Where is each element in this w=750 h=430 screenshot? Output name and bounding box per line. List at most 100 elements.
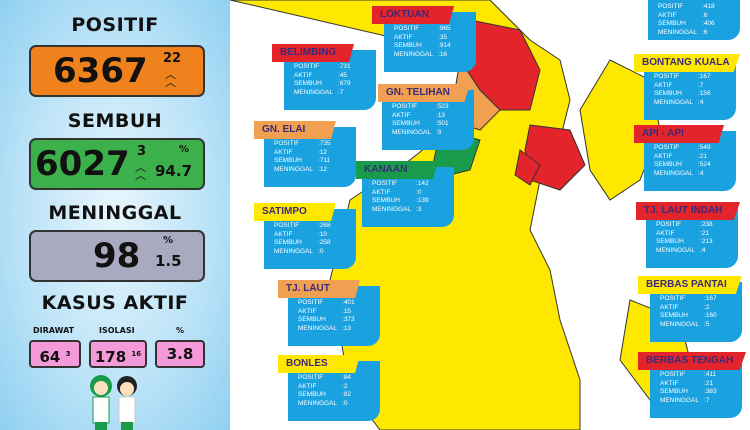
sembuh-percent: 94.7 (155, 162, 193, 180)
positif-value: 6367 (53, 51, 148, 91)
stat-label: POSITIF (298, 374, 324, 381)
stat-row-meninggal: MENINGGAL: 0 (274, 247, 324, 255)
stat-label: MENINGGAL (274, 165, 314, 173)
sembuh-value: 6027 (35, 144, 130, 184)
region-label: BERBAS PANTAI (638, 276, 742, 294)
stat-label: SEMBUH (298, 391, 326, 398)
dirawat-box: 64 3 (29, 340, 81, 368)
isolasi-value: 178 (94, 348, 127, 366)
stat-label: SEMBUH (660, 312, 688, 319)
sembuh-box: 6027 3 ︿ ︿ % 94.7 (29, 138, 205, 190)
region-label: KANAAN (356, 161, 438, 179)
region-label: BELIMBING (272, 44, 354, 62)
stat-label: MENINGGAL (294, 88, 334, 96)
stat-row-aktif: AKTIF: 6 (658, 11, 708, 19)
stat-row-meninggal: MENINGGAL: 0 (298, 399, 348, 407)
sembuh-increase: 3 (137, 144, 147, 159)
stat-label: AKTIF (298, 382, 317, 390)
stat-row-positif: POSITIF: 523 (392, 103, 449, 110)
sembuh-heading: SEMBUH (67, 110, 163, 132)
stat-value: 6 (703, 11, 708, 19)
region-label: TJ. LAUT (278, 280, 360, 298)
stat-value: 10 (319, 230, 328, 238)
stat-label: AKTIF (654, 81, 673, 89)
region-label: TJ. LAUT INDAH (636, 202, 740, 220)
stat-label: POSITIF (654, 73, 680, 80)
stat-row-positif: POSITIF: 411 (660, 371, 717, 378)
stat-label: MENINGGAL (656, 246, 696, 254)
stat-value: 35 (439, 33, 448, 41)
stat-label: POSITIF (660, 295, 686, 302)
positif-heading: POSITIF (71, 14, 159, 36)
stat-row-positif: POSITIF: 142 (372, 180, 429, 187)
stat-row-sembuh: SEMBUH: 258 (274, 239, 331, 246)
stat-row-aktif: AKTIF: 0 (372, 188, 422, 196)
stat-value: 401 (343, 299, 355, 306)
stat-row-sembuh: SEMBUH: 156 (654, 90, 711, 97)
stat-value: 12 (319, 165, 328, 173)
stat-row-sembuh: SEMBUH: 82 (298, 391, 352, 398)
stat-row-positif: POSITIF: 418 (658, 3, 715, 10)
stat-value: 13 (343, 324, 352, 332)
dirawat-label: DIRAWAT (33, 326, 75, 335)
stat-row-meninggal: MENINGGAL: 13 (298, 324, 352, 332)
stat-row-positif: POSITIF: 167 (654, 73, 711, 80)
stat-row-sembuh: SEMBUH: 139 (372, 197, 429, 204)
stat-label: AKTIF (294, 71, 313, 79)
dirawat-increase: 3 (65, 350, 71, 358)
stat-value: 501 (437, 120, 449, 127)
stat-value: 4 (701, 246, 706, 254)
meninggal-percent: 1.5 (155, 252, 182, 270)
stat-label: SEMBUH (274, 239, 302, 246)
stat-label: SEMBUH (660, 388, 688, 395)
region-label: BERBAS TENGAH (638, 352, 746, 370)
chevron-up-icon: ︿ ︿ (165, 68, 176, 89)
stat-row-sembuh: SEMBUH: 711 (274, 157, 331, 164)
meninggal-percent-sign: % (163, 235, 174, 246)
region-label: BONLES (278, 355, 360, 373)
region-label: BONTANG KUALA (634, 54, 740, 72)
stat-label: AKTIF (660, 379, 679, 387)
stat-label: AKTIF (274, 148, 293, 156)
stat-label: SEMBUH (658, 20, 686, 27)
stat-label: MENINGGAL (660, 320, 700, 328)
stat-label: POSITIF (658, 3, 684, 10)
stat-value: 7 (705, 396, 710, 404)
stat-value: 21 (705, 379, 714, 387)
stat-value: 965 (439, 25, 451, 32)
stat-row-positif: POSITIF: 549 (654, 144, 711, 151)
stat-label: MENINGGAL (298, 399, 338, 407)
sembuh-percent-sign: % (179, 144, 190, 155)
stat-label: MENINGGAL (654, 98, 694, 106)
stat-value: 21 (699, 152, 708, 160)
stat-row-sembuh: SEMBUH: 213 (656, 238, 713, 245)
stat-label: POSITIF (298, 299, 324, 306)
stat-row-aktif: AKTIF: 2 (660, 303, 710, 311)
stat-value: 15 (343, 307, 352, 315)
stat-label: SEMBUH (656, 238, 684, 245)
stat-label: POSITIF (660, 371, 686, 378)
stat-label: SEMBUH (392, 120, 420, 127)
stat-value: 2 (705, 303, 710, 311)
stat-value: 268 (319, 222, 331, 229)
stat-row-meninggal: MENINGGAL: 3 (372, 205, 422, 213)
stat-label: AKTIF (298, 307, 317, 315)
stat-label: MENINGGAL (298, 324, 338, 332)
stat-value: 258 (319, 239, 331, 246)
percent-box: 3.8 (155, 340, 205, 368)
stat-value: 524 (699, 161, 711, 168)
region-stats-card: POSITIF: 418 AKTIF: 6 SEMBUH: 406 MENINGGAL… (648, 0, 740, 40)
stat-row-aktif: AKTIF: 2 (298, 382, 348, 390)
region-label: LOKTUAN (372, 6, 454, 24)
stat-row-aktif: AKTIF: 21 (660, 379, 714, 387)
positif-increase: 22 (163, 51, 182, 66)
stat-value: 5 (705, 320, 710, 328)
stat-row-aktif: AKTIF: 13 (392, 111, 446, 119)
stat-row-positif: POSITIF: 735 (274, 140, 331, 147)
stat-label: MENINGGAL (658, 28, 698, 36)
stat-label: MENINGGAL (274, 247, 314, 255)
stat-row-meninggal: MENINGGAL: 5 (660, 320, 710, 328)
meninggal-value: 98 (93, 236, 141, 276)
stat-row-aktif: AKTIF: 7 (654, 81, 704, 89)
stat-label: SEMBUH (654, 161, 682, 168)
